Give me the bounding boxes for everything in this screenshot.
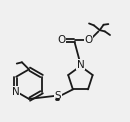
Text: S: S (55, 91, 61, 101)
Text: O: O (57, 35, 65, 45)
Text: O: O (84, 35, 92, 45)
Text: N: N (12, 86, 19, 97)
Text: N: N (77, 60, 84, 70)
